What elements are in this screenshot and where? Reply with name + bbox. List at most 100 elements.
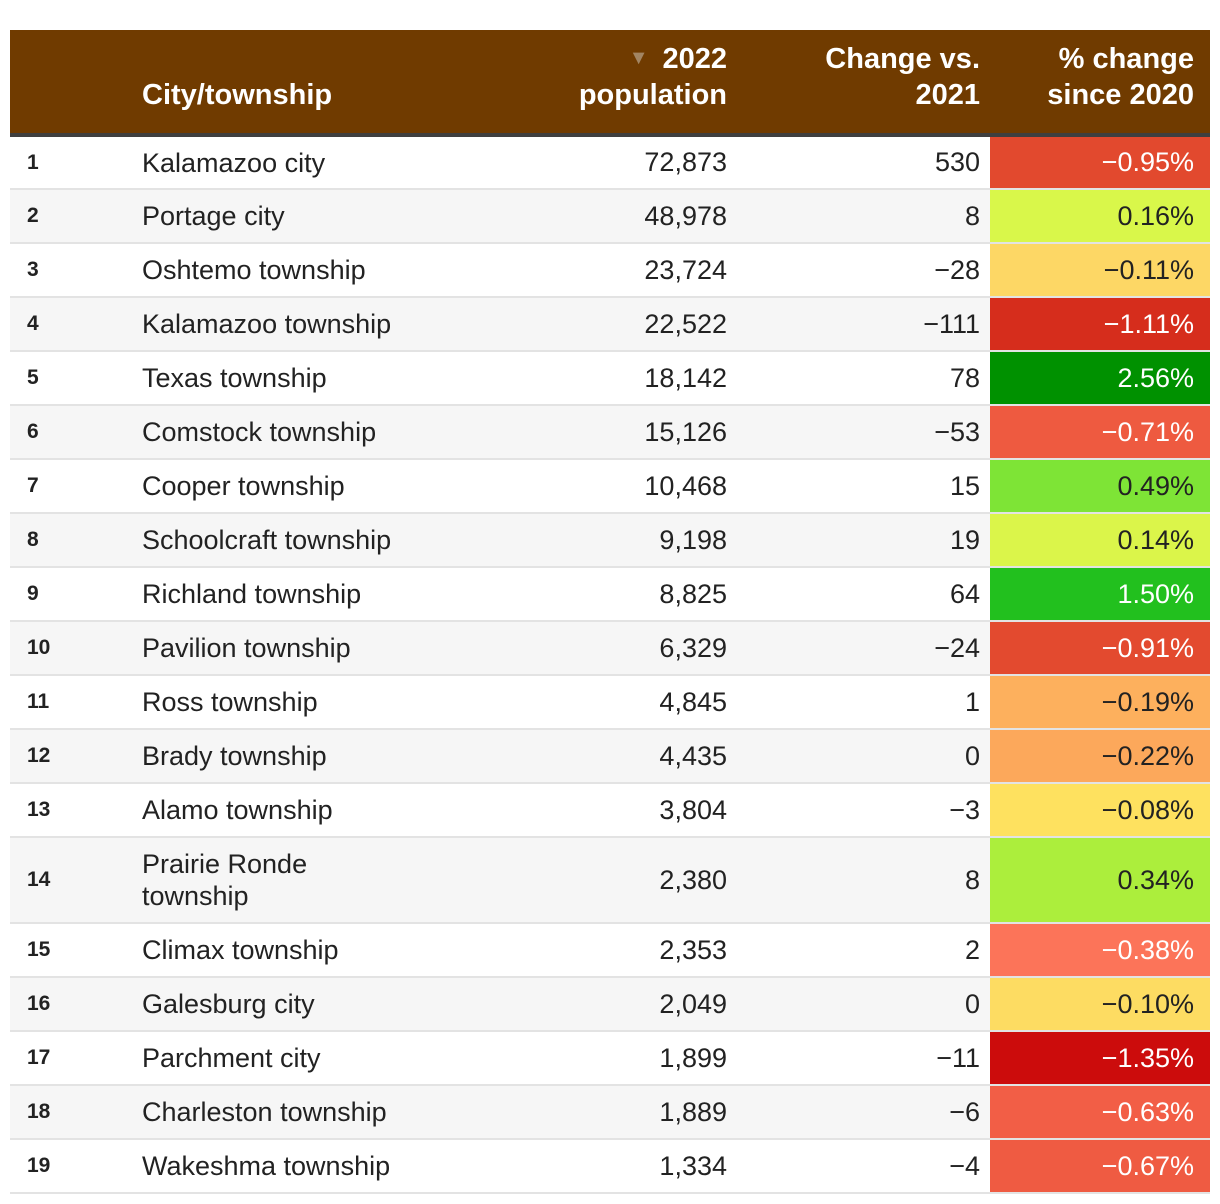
table-row: 4 Kalamazoo township 22,522 −111 −1.11% (10, 297, 1210, 351)
change-cell: −24 (934, 632, 980, 663)
percent-change-cell: 0.14% (990, 513, 1210, 567)
rank-cell: 6 (27, 420, 39, 443)
city-cell: Texas township (142, 363, 327, 393)
percent-change-cell: −1.11% (990, 297, 1210, 351)
city-cell: Brady township (142, 741, 327, 771)
population-cell: 1,334 (659, 1150, 727, 1181)
rank-cell: 12 (27, 744, 51, 767)
city-cell: Schoolcraft township (142, 525, 392, 555)
population-cell: 4,435 (659, 740, 727, 771)
population-cell: 72,873 (644, 147, 727, 177)
rank-cell: 18 (27, 1100, 51, 1123)
population-cell: 18,142 (644, 362, 727, 393)
population-cell: 2,380 (659, 864, 727, 895)
change-header-line1: Change vs. (825, 43, 980, 75)
change-cell: 15 (949, 470, 980, 501)
city-cell: Oshtemo township (142, 255, 366, 285)
city-cell: Kalamazoo township (142, 309, 392, 339)
table-row: 14 Prairie Ronde township 2,380 8 0.34% (10, 837, 1210, 923)
header-row: City/township ▼ 2022 population Change vs.… (10, 30, 1210, 135)
change-cell: 78 (949, 362, 980, 393)
population-cell: 1,889 (659, 1096, 727, 1127)
table-row: 12 Brady township 4,435 0 −0.22% (10, 729, 1210, 783)
table-row: 13 Alamo township 3,804 −3 −0.08% (10, 783, 1210, 837)
rank-header (10, 30, 120, 135)
change-cell: 64 (949, 578, 980, 609)
city-cell: Charleston township (142, 1097, 387, 1127)
percent-change-cell: −0.22% (990, 729, 1210, 783)
rank-cell: 13 (27, 798, 51, 821)
change-cell: −3 (949, 794, 980, 825)
population-cell: 22,522 (644, 308, 727, 339)
table-row: 3 Oshtemo township 23,724 −28 −0.11% (10, 243, 1210, 297)
table-row: 2 Portage city 48,978 8 0.16% (10, 189, 1210, 243)
population-cell: 9,198 (659, 524, 727, 555)
rank-cell: 2 (27, 204, 39, 227)
rank-cell: 8 (27, 528, 39, 551)
rank-cell: 1 (27, 150, 39, 174)
city-cell: Parchment city (142, 1043, 321, 1073)
city-cell: Cooper township (142, 471, 345, 501)
rank-cell: 15 (27, 938, 51, 961)
city-cell: Galesburg city (142, 989, 315, 1019)
population-header[interactable]: ▼ 2022 population (420, 30, 737, 135)
change-cell: −6 (949, 1096, 980, 1127)
change-cell: −4 (949, 1150, 980, 1181)
percent-change-cell: −0.67% (990, 1139, 1210, 1193)
change-cell: 19 (949, 524, 980, 555)
percent-change-cell: −0.19% (990, 675, 1210, 729)
percent-change-cell: 0.16% (990, 189, 1210, 243)
rank-cell: 16 (27, 992, 51, 1015)
table-row: 17 Parchment city 1,899 −11 −1.35% (10, 1031, 1210, 1085)
rank-cell: 3 (27, 258, 39, 281)
table-row: 8 Schoolcraft township 9,198 19 0.14% (10, 513, 1210, 567)
change-cell: 0 (964, 740, 980, 771)
change-header[interactable]: Change vs. 2021 (737, 30, 990, 135)
change-cell: 0 (964, 988, 980, 1019)
change-cell: 8 (964, 200, 980, 231)
city-cell: Kalamazoo city (142, 147, 326, 178)
rank-cell: 14 (27, 868, 51, 891)
rank-cell: 4 (27, 312, 39, 335)
change-header-line2: 2021 (915, 79, 980, 111)
sort-descending-icon: ▼ (628, 47, 649, 69)
percent-change-cell: −0.95% (990, 135, 1210, 189)
percent-change-cell: 2.56% (990, 351, 1210, 405)
percent-change-cell: −0.10% (990, 977, 1210, 1031)
table-row: 10 Pavilion township 6,329 −24 −0.91% (10, 621, 1210, 675)
city-cell: Portage city (142, 201, 285, 231)
table-row: 6 Comstock township 15,126 −53 −0.71% (10, 405, 1210, 459)
population-cell: 6,329 (659, 632, 727, 663)
change-cell: −53 (934, 416, 980, 447)
city-cell: Comstock township (142, 417, 377, 447)
percent-change-header[interactable]: % change since 2020 (990, 30, 1210, 135)
change-cell: −11 (936, 1042, 980, 1073)
table-row: 1 Kalamazoo city 72,873 530 −0.95% (10, 135, 1210, 189)
city-cell: Richland township (142, 579, 362, 609)
change-cell: 1 (964, 686, 980, 717)
table-row: 19 Wakeshma township 1,334 −4 −0.67% (10, 1139, 1210, 1193)
change-cell: 8 (964, 864, 980, 895)
city-cell: Alamo township (142, 795, 333, 825)
rank-cell: 7 (27, 474, 39, 497)
rank-cell: 17 (27, 1046, 51, 1069)
percent-change-cell: −0.11% (990, 243, 1210, 297)
city-cell: Climax township (142, 935, 339, 965)
table-row: 16 Galesburg city 2,049 0 −0.10% (10, 977, 1210, 1031)
population-cell: 2,353 (659, 934, 727, 965)
city-header[interactable]: City/township (142, 79, 333, 111)
city-cell: Wakeshma township (142, 1151, 391, 1181)
change-cell: 530 (934, 147, 980, 177)
city-cell: Ross township (142, 687, 318, 717)
rank-cell: 19 (27, 1154, 51, 1177)
percent-change-cell: −0.71% (990, 405, 1210, 459)
table-body: 1 Kalamazoo city 72,873 530 −0.95% 2 Portage c… (10, 135, 1210, 1193)
population-cell: 23,724 (644, 254, 727, 285)
percent-change-cell: 0.34% (990, 837, 1210, 923)
table-header: City/township ▼ 2022 population Change vs.… (10, 30, 1210, 135)
rank-cell: 11 (27, 690, 50, 713)
population-cell: 48,978 (644, 200, 727, 231)
table-row: 7 Cooper township 10,468 15 0.49% (10, 459, 1210, 513)
percent-change-cell: 0.49% (990, 459, 1210, 513)
population-cell: 4,845 (659, 686, 727, 717)
